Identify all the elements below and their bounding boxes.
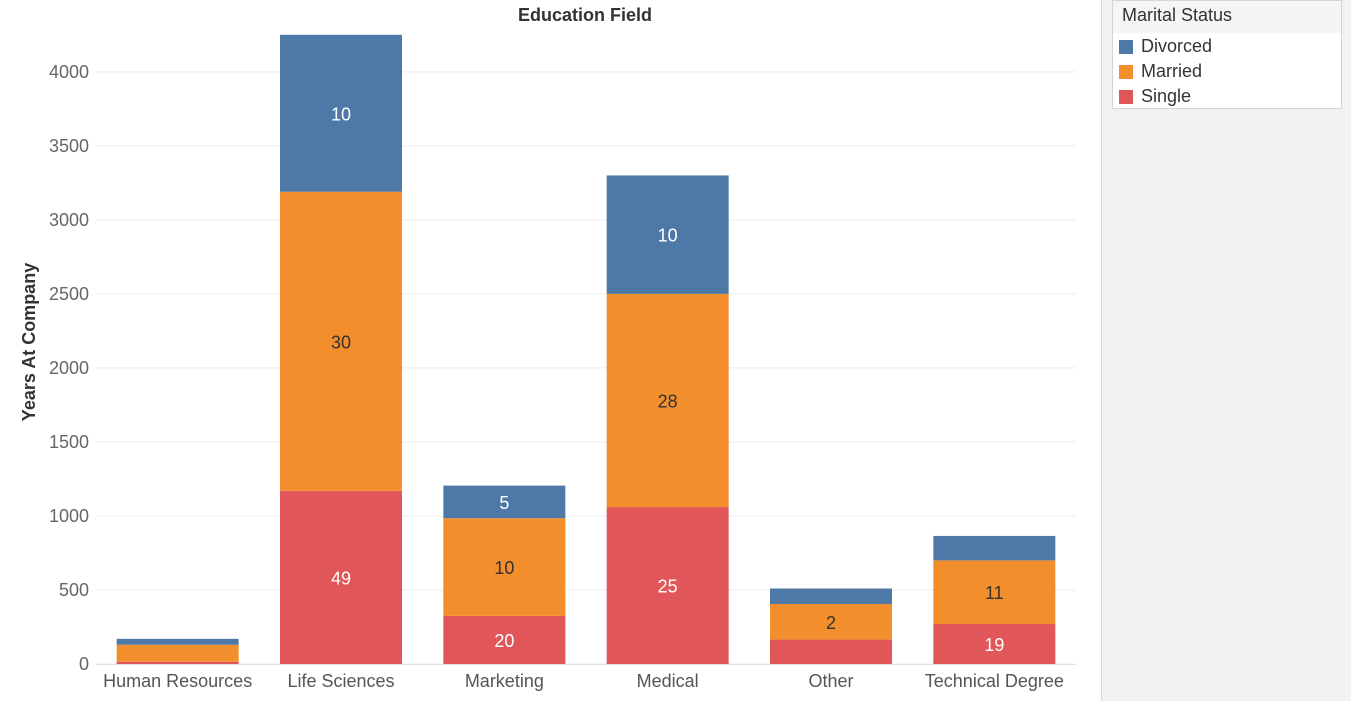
y-tick-label: 3500 [49,136,89,156]
bar-data-label: 2 [826,613,836,633]
bar-data-label: 5 [499,493,509,513]
bar-segment-married [443,518,566,616]
bar-segment-divorced [770,588,892,605]
bar-segment-married [606,293,729,508]
chart-area: Education Field 0 500 1000 1500 2000 2500 3000 3… [19,5,1076,691]
x-tick-label: Medical [637,671,699,691]
legend-title: Marital Status [1113,1,1341,34]
bar-segment-divorced [606,175,729,294]
legend-item-single[interactable]: Single [1113,84,1341,109]
x-tick-label: Life Sciences [287,671,394,691]
legend-item-married[interactable]: Married [1113,59,1341,84]
legend-label: Single [1141,86,1192,106]
x-tick-label: Other [808,671,853,691]
bar-data-label: 25 [658,577,678,597]
chart-title: Education Field [518,5,652,25]
bar-data-label: 28 [658,391,678,411]
y-tick-label: 3000 [49,210,89,230]
y-tick-label: 500 [59,580,89,600]
bar-segment-divorced [116,638,239,645]
legend: Marital Status Divorced Married Single [1112,0,1342,109]
legend-swatch [1119,89,1133,104]
x-tick-label: Technical Degree [925,671,1064,691]
legend-swatch [1119,39,1133,54]
bar-segment-married [933,560,1056,625]
y-tick-label: 2500 [49,284,89,304]
bar-segment-single [933,624,1056,664]
bar-segment-single [116,661,239,664]
y-tick-label: 0 [79,654,89,674]
bar-segment-single [280,490,402,664]
bar-segment-single [606,507,729,664]
bar-data-label: 49 [331,568,351,588]
legend-item-divorced[interactable]: Divorced [1113,34,1341,59]
legend-items: Divorced Married Single [1113,34,1341,109]
legend-swatch [1119,64,1133,79]
x-tick-label: Human Resources [103,671,252,691]
bar-data-label: 19 [984,635,1004,655]
bar-data-label: 10 [331,104,351,124]
bar-data-label: 10 [658,226,678,246]
bar-segment-married [116,644,239,662]
bar-data-label: 20 [494,631,514,651]
stacked-bar-chart: Education Field 0 500 1000 1500 2000 2500 3000 3… [19,5,1076,691]
legend-label: Married [1141,61,1203,81]
y-tick-label: 4000 [49,62,89,82]
bar-segment-divorced [443,485,566,519]
bar-data-label: 30 [331,332,351,352]
bar-segment-single [443,615,566,664]
bar-segment-married [770,604,892,640]
y-tick-label: 2000 [49,358,89,378]
y-axis-label: Years At Company [19,263,39,421]
bar-data-label: 11 [985,583,1004,603]
bar-segment-married [280,191,402,491]
legend-label: Divorced [1141,36,1213,56]
y-tick-label: 1000 [49,506,89,526]
y-tick-label: 1500 [49,432,89,452]
bar-segment-divorced [933,535,1056,561]
bar-segment-divorced [280,34,402,192]
x-tick-label: Marketing [465,671,544,691]
bar-segment-single [770,639,892,664]
bar-data-label: 10 [494,558,514,578]
side-panel: Marital Status Divorced Married Single [1101,0,1351,701]
